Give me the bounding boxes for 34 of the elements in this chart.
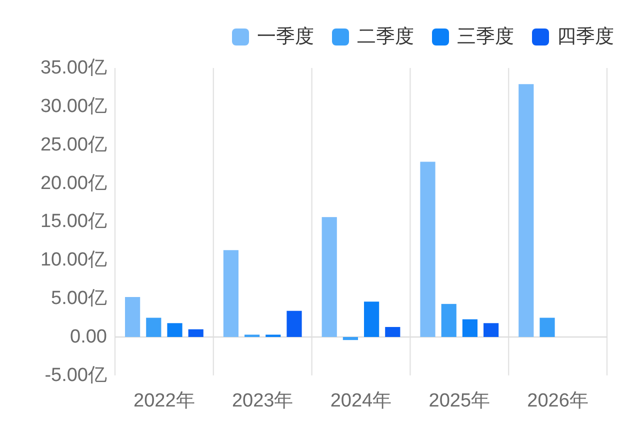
bar <box>420 162 436 337</box>
legend-label: 二季度 <box>357 26 414 48</box>
x-tick-label: 2023年 <box>232 390 294 412</box>
y-tick-label: 5.00亿 <box>51 288 107 310</box>
bar <box>518 84 534 337</box>
y-tick-label: 30.00亿 <box>40 96 107 117</box>
x-tick-label: 2026年 <box>527 390 588 412</box>
bar <box>286 310 302 337</box>
legend-label: 四季度 <box>557 26 614 48</box>
bar <box>441 304 456 337</box>
bar <box>484 323 499 337</box>
x-tick-label: 2024年 <box>330 390 392 412</box>
bar <box>188 329 204 337</box>
bar <box>125 297 140 337</box>
bar <box>146 318 162 337</box>
y-tick-label: -5.00亿 <box>44 364 107 386</box>
bar <box>167 323 182 337</box>
bar <box>322 217 337 337</box>
y-tick-label: 35.00亿 <box>40 58 107 78</box>
legend-label: 一季度 <box>257 26 314 48</box>
y-tick-label: 0.00 <box>70 326 107 348</box>
x-tick-label: 2022年 <box>134 390 195 412</box>
x-tick-label: 2025年 <box>428 390 490 412</box>
bar <box>462 319 478 337</box>
bar <box>342 336 358 340</box>
y-tick-label: 15.00亿 <box>40 211 107 232</box>
bar <box>540 318 555 337</box>
bar <box>223 250 238 337</box>
y-tick-label: 10.00亿 <box>40 250 107 271</box>
legend-label: 三季度 <box>457 26 514 48</box>
y-tick-label: 25.00亿 <box>40 134 107 156</box>
bar <box>385 326 400 337</box>
y-tick-label: 20.00亿 <box>40 172 107 194</box>
bar <box>364 302 380 337</box>
